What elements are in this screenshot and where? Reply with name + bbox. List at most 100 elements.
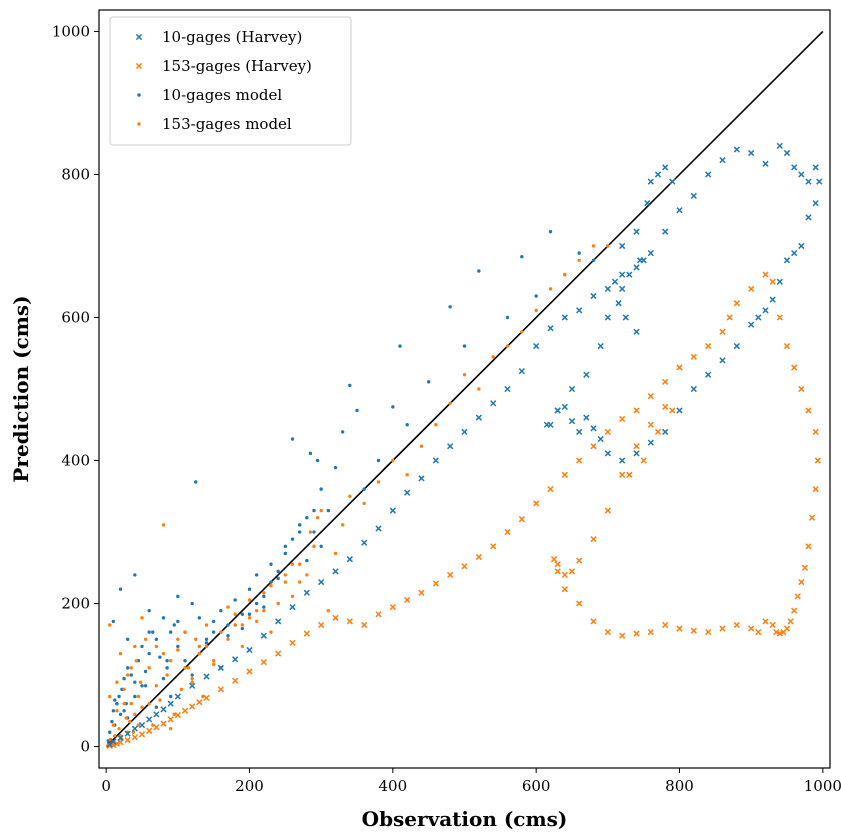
dot-marker-point xyxy=(233,598,237,602)
dot-marker-point xyxy=(233,623,237,627)
legend-item: 153-gages (Harvey) xyxy=(135,57,312,75)
x-marker-point xyxy=(812,199,819,207)
x-marker-point xyxy=(504,385,511,393)
dot-marker-point xyxy=(462,344,467,348)
legend-label: 10-gages (Harvey) xyxy=(162,28,302,46)
dot-marker-point xyxy=(125,673,130,677)
x-marker-point xyxy=(662,403,669,411)
dot-marker-point xyxy=(391,405,395,409)
dot-marker-point xyxy=(129,666,133,670)
dot-marker-point xyxy=(108,730,112,734)
x-marker-point xyxy=(633,443,640,450)
dot-marker-point xyxy=(128,719,132,724)
dot-marker-point xyxy=(477,269,481,273)
dot-marker-point xyxy=(140,705,144,709)
x-marker-point xyxy=(475,414,482,421)
x-marker-point xyxy=(748,149,755,157)
dot-marker-point xyxy=(147,666,151,670)
x-marker-point xyxy=(769,296,776,303)
x-marker-point xyxy=(762,307,769,314)
x-marker-point xyxy=(318,578,325,586)
dot-marker-point xyxy=(176,648,180,652)
dot-marker-point xyxy=(111,723,116,727)
x-marker-point xyxy=(604,285,611,293)
x-axis-ticks: 0 200 400 600 800 1000 xyxy=(101,768,841,795)
dot-marker-point xyxy=(233,612,237,616)
x-marker-point xyxy=(719,157,726,164)
x-marker-point xyxy=(654,171,662,178)
dot-marker-point xyxy=(269,580,273,584)
x-marker-point xyxy=(110,738,117,745)
x-marker-point xyxy=(590,443,597,450)
dot-marker-point xyxy=(176,644,180,649)
x-marker-point xyxy=(816,178,823,185)
dot-marker-point xyxy=(276,569,280,574)
x-marker-point xyxy=(776,142,783,149)
x-marker-point xyxy=(633,450,640,457)
legend: 10-gages (Harvey) 153-gages (Harvey) 10-ga… xyxy=(109,16,352,146)
x-marker-point xyxy=(615,300,622,307)
dot-marker-point xyxy=(194,480,198,484)
dot-marker-point xyxy=(319,487,323,491)
x-marker-point xyxy=(232,677,239,684)
x-marker-point xyxy=(622,314,629,321)
x-marker-point xyxy=(669,407,676,414)
x-marker-point xyxy=(805,214,812,221)
x-marker-point xyxy=(755,629,762,636)
x-marker-point xyxy=(647,439,654,446)
y-axis-ticks: 0 200 400 600 800 1000 xyxy=(52,22,99,756)
dot-marker-point xyxy=(308,530,313,534)
dot-marker-point xyxy=(240,623,245,627)
dot-marker-point xyxy=(262,594,266,599)
legend-label: 153-gages (Harvey) xyxy=(162,57,312,75)
x-marker-point xyxy=(554,568,561,575)
legend-dot-marker xyxy=(137,122,141,126)
dot-marker-point xyxy=(362,487,366,491)
one-to-one-line xyxy=(105,30,824,748)
dot-marker-point xyxy=(197,616,202,620)
x-marker-point xyxy=(275,650,282,657)
series-layer xyxy=(105,142,823,749)
dot-marker-point xyxy=(211,619,216,624)
dot-marker-point xyxy=(118,587,123,591)
dot-marker-point xyxy=(262,605,266,609)
x-marker-point xyxy=(124,736,131,744)
x-marker-point xyxy=(783,257,791,264)
dot-marker-point xyxy=(124,716,128,720)
x-marker-point xyxy=(812,428,819,436)
x-marker-point xyxy=(798,385,805,393)
x-marker-point xyxy=(647,421,654,428)
y-tick-label: 600 xyxy=(61,308,90,326)
dot-marker-point xyxy=(333,465,338,470)
legend-label: 10-gages model xyxy=(162,86,282,104)
x-marker-point xyxy=(146,716,153,723)
x-marker-point xyxy=(554,561,561,568)
dot-marker-point xyxy=(240,644,245,649)
x-marker-point xyxy=(404,596,411,604)
x-marker-point xyxy=(669,178,676,185)
y-tick-label: 0 xyxy=(80,738,90,756)
dot-marker-point xyxy=(129,673,133,677)
x-marker-point xyxy=(619,632,626,639)
x-marker-point xyxy=(604,428,611,436)
dot-marker-point xyxy=(194,637,198,641)
x-marker-point xyxy=(604,629,611,636)
x-marker-point xyxy=(597,342,604,350)
dot-marker-point xyxy=(326,508,331,513)
dot-marker-point xyxy=(283,551,288,556)
x-marker-point xyxy=(550,556,558,563)
dot-marker-point xyxy=(108,694,112,699)
dot-marker-point xyxy=(534,308,538,313)
dot-marker-point xyxy=(186,666,191,670)
x-marker-point xyxy=(805,178,812,185)
dot-marker-point xyxy=(262,608,266,613)
dot-marker-point xyxy=(340,430,345,434)
dot-marker-point xyxy=(190,680,194,684)
x-marker-point xyxy=(676,625,683,632)
x-marker-point xyxy=(619,285,626,293)
dot-marker-point xyxy=(319,508,323,513)
dot-marker-point xyxy=(448,401,452,406)
dot-marker-point xyxy=(117,694,121,699)
legend-box xyxy=(109,16,352,146)
